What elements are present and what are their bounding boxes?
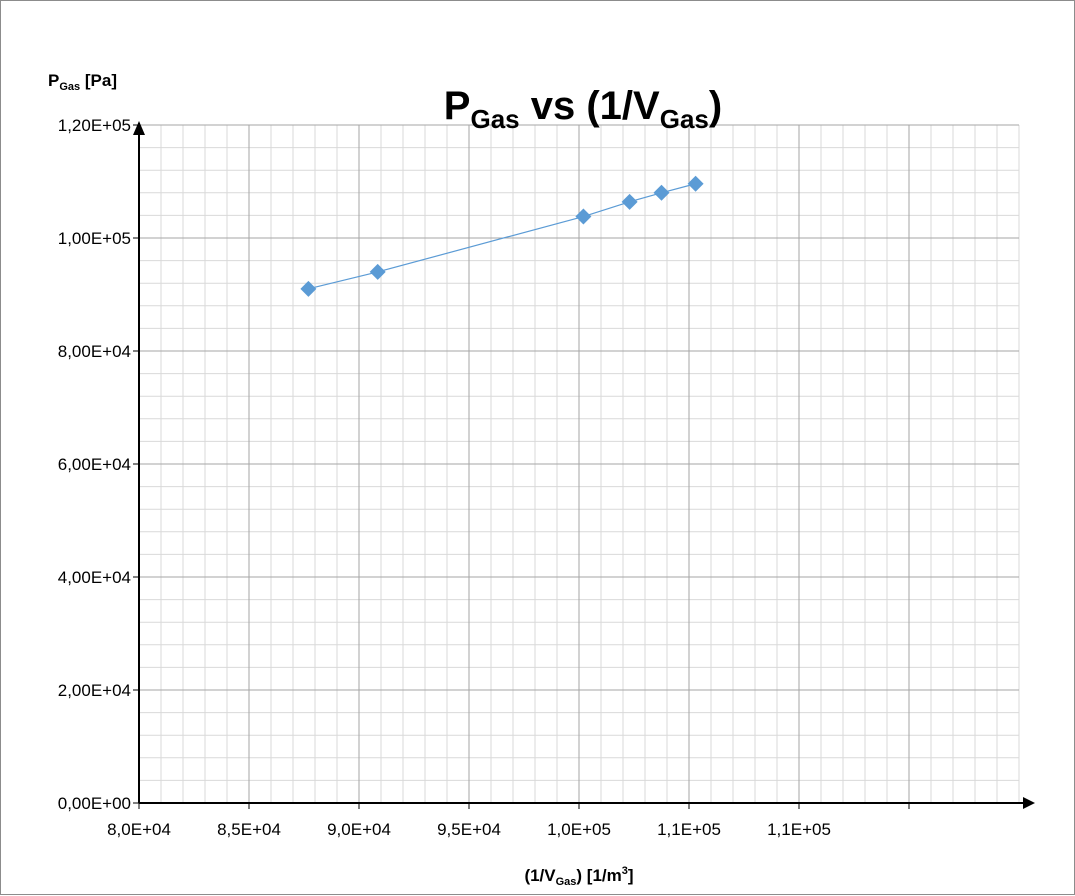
x-tick-label: 1,0E+05 [547,820,611,839]
data-point-diamond [653,184,670,201]
y-tick-label: 0,00E+00 [58,794,131,813]
y-tick-label: 6,00E+04 [58,455,131,474]
x-axis-title: (1/VGas) [1/m3] [524,865,633,888]
chart-title: PGas vs (1/VGas) [444,84,722,134]
y-tick-label: 2,00E+04 [58,681,131,700]
x-axis-title-tail: ] [628,866,634,885]
y-axis-title-subscript: Gas [59,81,80,93]
x-axis-title-head: (1/V [524,866,556,885]
x-axis-title-subscript: Gas [556,876,577,888]
chart-title-tail: ) [709,84,722,128]
chart-title-p-subscript: Gas [470,104,519,134]
x-tick-label: 1,1E+05 [657,820,721,839]
series-line [308,183,696,290]
data-point-diamond [575,208,592,225]
y-axis-title: PGas [Pa] [48,71,117,93]
x-tick-label: 9,5E+04 [437,820,501,839]
tick-labels: 8,0E+04 8,5E+04 9,0E+04 9,5E+04 1,0E+05 1,1E+… [58,116,831,839]
y-axis-title-unit: [Pa] [80,71,117,90]
y-axis-title-p: P [48,71,59,90]
x-axis-arrow [1023,797,1035,809]
chart-title-middle: vs (1/V [520,84,660,128]
x-tick-label: 8,5E+04 [217,820,281,839]
x-axis-title-middle: ) [1/m [576,866,621,885]
data-point-diamond [369,263,386,280]
y-tick-label: 4,00E+04 [58,568,131,587]
data-point-diamond [621,193,638,210]
data-series [300,175,704,297]
chart-title-p: P [444,84,471,128]
x-tick-label: 8,0E+04 [107,820,171,839]
chart-title-v-subscript: Gas [660,104,709,134]
y-axis-arrow [133,121,145,135]
data-point-diamond [687,175,704,192]
x-tick-label: 1,1E+05 [767,820,831,839]
x-axis-title-superscript: 3 [622,865,628,877]
y-tick-label: 1,20E+05 [58,116,131,135]
grid [138,124,1020,804]
data-point-diamond [300,280,317,297]
axes [133,121,1035,809]
x-tick-label: 9,0E+04 [327,820,391,839]
y-tick-label: 8,00E+04 [58,342,131,361]
y-tick-label: 1,00E+05 [58,229,131,248]
